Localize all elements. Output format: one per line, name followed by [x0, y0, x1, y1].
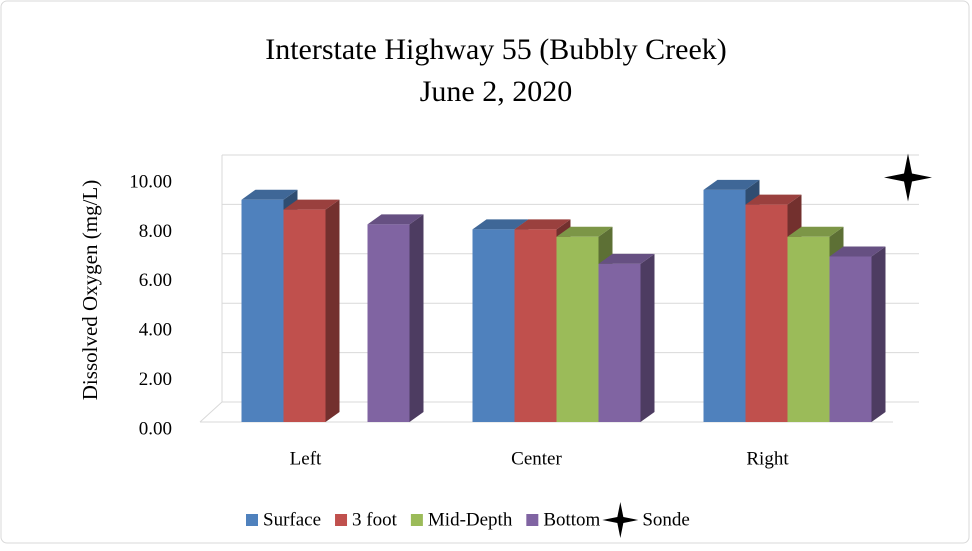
y-tick-label: 2.00: [139, 369, 172, 390]
legend-label: Surface: [263, 509, 321, 530]
bar: [283, 199, 340, 422]
bar-front: [787, 236, 830, 422]
legend-marker: [602, 502, 639, 538]
bar-front: [829, 256, 872, 422]
bar-top: [598, 253, 655, 264]
chart-title: Interstate Highway 55 (Bubbly Creek): [265, 33, 727, 66]
bar-top: [829, 246, 886, 257]
bar-top: [703, 179, 760, 190]
legend-swatch: [526, 514, 539, 526]
bar-top: [556, 226, 613, 237]
y-tick-label: 10.00: [129, 171, 172, 192]
bar-side: [325, 199, 340, 422]
legend-swatch: [410, 514, 423, 526]
bar: [367, 214, 424, 422]
bar: [598, 253, 655, 422]
bar-side: [871, 246, 886, 422]
y-tick-label: 6.00: [139, 270, 172, 291]
y-axis-label: Dissolved Oxygen (mg/L): [78, 180, 102, 400]
bar-top: [745, 194, 802, 205]
legend-label: 3 foot: [352, 509, 398, 530]
bar-front: [556, 236, 599, 422]
bar-front: [472, 229, 515, 422]
legend-label: Sonde: [642, 509, 690, 530]
legend-swatch: [335, 514, 348, 526]
legend-swatch: [246, 514, 258, 526]
bar-front: [241, 199, 284, 422]
legend-label: Bottom: [543, 509, 600, 530]
sonde-marker: [884, 153, 932, 202]
bar-front: [283, 209, 326, 422]
bar-front: [514, 229, 557, 422]
bar-front: [367, 224, 410, 422]
bar: [829, 246, 886, 422]
bar-top: [472, 219, 529, 230]
x-tick-label: Left: [290, 448, 322, 469]
bar-front: [598, 263, 641, 422]
bar-top: [241, 189, 298, 200]
x-tick-label: Right: [746, 448, 789, 469]
bar-side: [409, 214, 424, 422]
bar-side: [640, 253, 655, 422]
bar-top: [514, 219, 571, 230]
bar-front: [745, 204, 788, 422]
y-tick-label: 0.00: [139, 418, 172, 439]
x-tick-label: Center: [511, 448, 562, 469]
chart-subtitle: June 2, 2020: [420, 75, 573, 108]
legend-label: Mid-Depth: [428, 509, 513, 530]
bar-top: [283, 199, 340, 210]
wall-edge: [199, 401, 223, 423]
bar-top: [367, 214, 424, 225]
bar-top: [787, 226, 844, 237]
bar-front: [703, 189, 746, 422]
y-tick-label: 4.00: [139, 320, 172, 341]
y-tick-label: 8.00: [139, 221, 172, 242]
